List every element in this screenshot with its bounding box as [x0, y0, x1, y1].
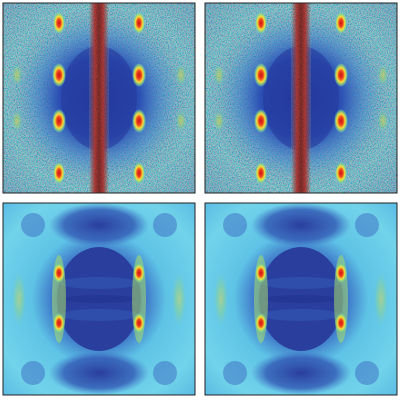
panel-border [204, 202, 398, 396]
measured-pattern-right [205, 3, 397, 193]
panel-border [2, 2, 196, 194]
simulated-pattern-left [3, 203, 195, 395]
panel-border [2, 202, 196, 396]
simulated-pattern-right [205, 203, 397, 395]
measured-pattern-left [3, 3, 195, 193]
panel-border [204, 2, 398, 194]
